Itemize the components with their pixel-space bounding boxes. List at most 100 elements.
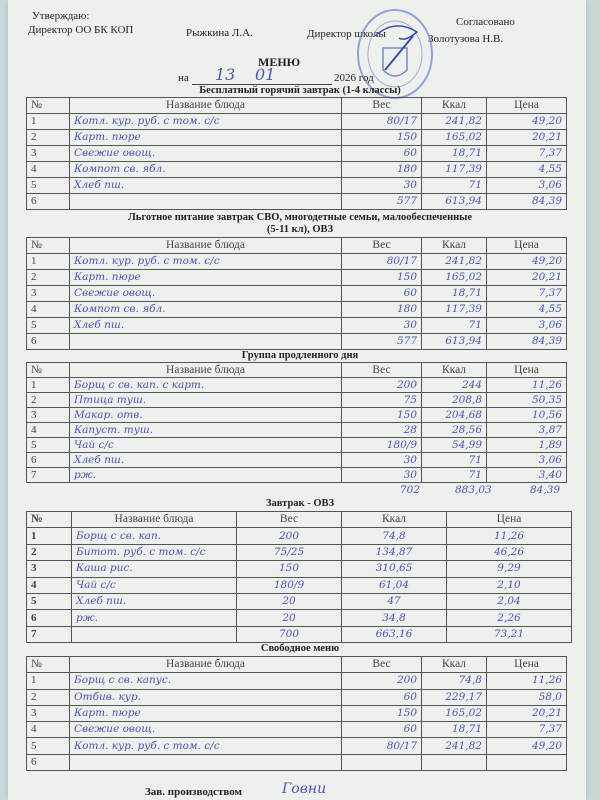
cell-price: 4,55 [486,301,567,318]
total-price: 73,21 [446,625,572,644]
production-manager-signature: Говни [282,781,327,797]
cell-kcal: 310,65 [341,560,447,578]
cell-price: 20,21 [486,704,567,723]
cell-name: Свежие овощ. [69,285,342,302]
table-row: 2 Карт. пюре 150 165,02 20,21 [26,129,567,146]
cell-kcal: 71 [421,467,487,483]
cell-num: 3 [26,407,70,423]
cell-num: 2 [26,543,72,562]
total-price: 84,39 [486,193,567,210]
table-header-row: № Название блюда Вес Ккал Цена [26,237,567,254]
cell-price: 11,26 [446,527,572,545]
table-row: 5 Хлеб пш. 30 71 3,06 [26,317,567,334]
total-weight: 700 [236,625,342,644]
table-row: 1 Борщ с св. кап. 200 74,8 11,26 [26,527,572,545]
menu-table: № Название блюда Вес Ккал Цена 1 Борщ с св. ка… [26,362,567,483]
cell-num: 2 [26,269,70,286]
cell-price: 3,06 [486,452,567,468]
cell-price: 46,26 [446,543,572,562]
cell-kcal: 54,99 [421,437,487,453]
cell-name: Котл. кур. руб. с том. с/с [69,737,342,755]
total-weight: 577 [341,193,422,210]
cell-kcal: 165,02 [421,269,487,286]
section-title: Группа продленного дня [241,350,359,361]
cell-price: 20,21 [486,129,567,146]
agreed-label: Согласовано [456,16,515,28]
table-row: 5 Чай с/с 180/9 54,99 1,89 [26,437,567,453]
cell-weight: 30 [341,467,422,483]
column-header-kcal: Ккал [421,97,487,114]
cell-weight: 60 [341,688,422,706]
table-row: 2 Птица туш. 75 208,8 50,35 [26,392,567,408]
cell-price: 11,26 [486,377,567,393]
cell-weight: 80/17 [341,737,422,755]
cell-kcal: 71 [421,452,487,468]
date-prefix: на [178,72,189,84]
cell-num: 2 [26,129,70,146]
table-header-row: № Название блюда Вес Ккал Цена [26,655,567,674]
cell-name: рж. [71,609,237,627]
cell-name: Хлеб пш. [69,177,342,194]
table-row: 2 Битот. руб. с том. с/с 75/25 134,87 46,26 [26,543,572,562]
cell-price: 3,87 [486,422,567,438]
cell-weight: 60 [341,285,422,302]
cell-price: 10,56 [486,407,567,423]
cell-kcal: 47 [341,592,447,611]
cell-kcal: 244 [421,377,487,393]
cell-kcal: 61,04 [341,576,447,594]
column-header-name: Название блюда [69,362,342,378]
cell-price: 1,89 [486,437,567,453]
cell-weight: 30 [341,317,422,334]
cell-name: Хлеб пш. [69,317,342,334]
cell-kcal: 204,68 [421,407,487,423]
table-row: 7 700 663,16 73,21 [26,625,572,644]
cell-weight: 180 [341,161,422,178]
cell-num: 1 [26,253,70,270]
cell-weight: 200 [236,527,342,545]
section-title: Бесплатный горячий завтрак (1-4 классы) [199,85,401,96]
cell-weight: 60 [341,721,422,739]
cell-num: 6 [26,753,70,772]
cell-num: 4 [26,422,70,438]
approver-title: Директор ОО БК КОП [28,24,134,36]
cell-name: Котл. кур. руб. с том. с/с [69,113,342,130]
total-kcal: 613,94 [421,193,487,210]
cell-name: Свежие овощ. [69,145,342,162]
column-header-weight: Вес [341,97,422,114]
cell-kcal [421,753,487,772]
cell-name [69,333,342,350]
cell-weight: 30 [341,452,422,468]
cell-name: Капуст. туш. [69,422,342,438]
cell-num: 5 [26,437,70,453]
cell-name: Котл. кур. руб. с том. с/с [69,253,342,270]
table-row: 7 рж. 30 71 3,40 [26,467,567,483]
cell-price: 7,37 [486,721,567,739]
cell-price: 9,29 [446,560,572,578]
column-header-weight: Вес [341,655,422,674]
cell-num: 3 [26,560,72,578]
cell-weight [341,753,422,772]
cell-kcal: 241,82 [421,737,487,755]
cell-name: Карт. пюре [69,269,342,286]
date-day: 13 [215,65,236,84]
cell-price: 49,20 [486,737,567,755]
cell-price: 20,21 [486,269,567,286]
cell-num: 5 [26,592,72,611]
cell-num: 5 [26,317,70,334]
cell-price: 2,26 [446,609,572,627]
cell-price: 49,20 [486,253,567,270]
cell-weight: 28 [341,422,422,438]
cell-num: 7 [26,467,70,483]
cell-name: Отбив. кур. [69,688,342,706]
total-kcal: 663,16 [341,625,447,644]
table-row: 5 Хлеб пш. 30 71 3,06 [26,177,567,194]
cell-price: 2,04 [446,592,572,611]
table-row: 4 Свежие овощ. 60 18,71 7,37 [26,721,567,739]
column-header-name: Название блюда [69,97,342,114]
cell-name: Борщ с св. капус. [69,672,342,690]
cell-kcal: 165,02 [421,704,487,723]
cell-kcal: 229,17 [421,688,487,706]
table-row: 1 Котл. кур. руб. с том. с/с 80/17 241,82 49… [26,253,567,270]
column-header-name: Название блюда [69,655,342,674]
cell-num: 6 [26,452,70,468]
